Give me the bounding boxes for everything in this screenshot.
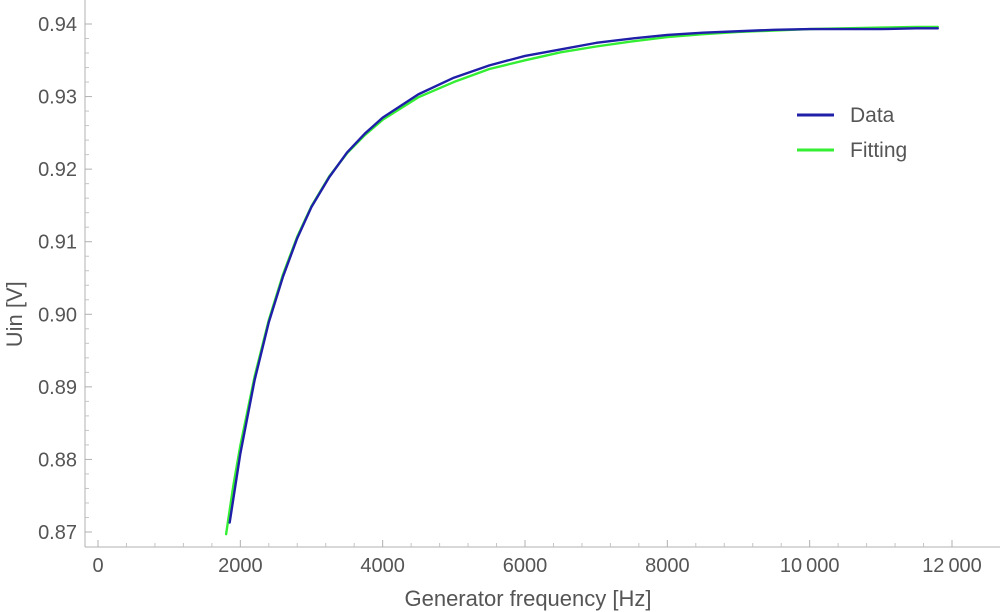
y-tick-label: 0.88 [38,449,77,471]
x-tick-label: 10 000 [780,555,840,577]
series-line-fitting [224,25,939,536]
y-tick-label: 0.92 [38,159,77,181]
x-tick-label: 0 [92,555,103,577]
y-tick-label: 0.91 [38,232,77,254]
x-tick-label: 8000 [645,555,690,577]
x-tick-label: 4000 [360,555,405,577]
y-tick-label: 0.93 [38,87,77,109]
legend-label: Data [850,104,895,127]
y-tick-label: 0.90 [38,304,77,326]
y-tick-label: 0.87 [38,522,77,544]
y-tick-label: 0.89 [38,377,77,399]
x-tick-label: 12 000 [922,555,982,577]
y-axis-title: Uin [V] [2,281,27,347]
x-tick-label: 6000 [503,555,548,577]
y-tick-label: 0.94 [38,14,77,36]
series-line-data [228,27,939,524]
x-axis-title: Generator frequency [Hz] [404,586,651,611]
x-tick-label: 2000 [218,555,263,577]
legend-label: Fitting [850,139,907,162]
